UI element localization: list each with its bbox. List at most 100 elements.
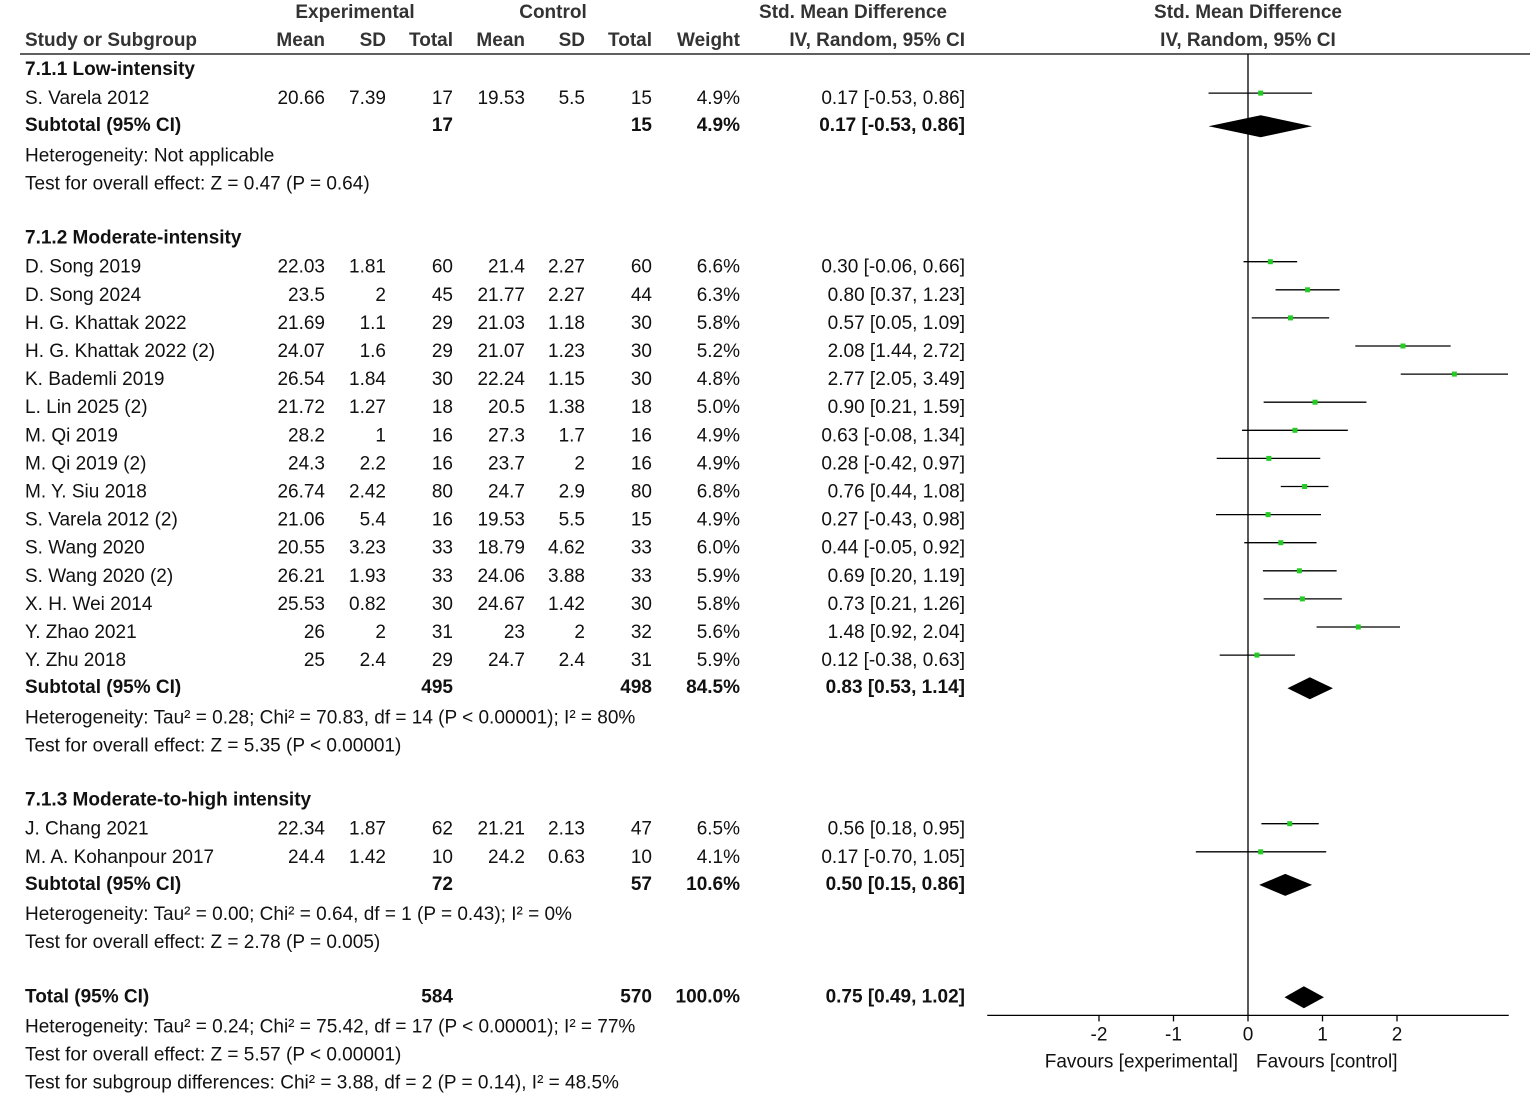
effect-label: 0.76 [0.44, 1.08]: [828, 482, 965, 503]
study-cell: 62: [432, 819, 453, 840]
study-cell: 4.9%: [697, 88, 740, 109]
study-cell: 1.6: [360, 341, 386, 362]
summary-cell: 570: [620, 986, 652, 1007]
study-cell: 19.53: [477, 510, 525, 531]
x-tick-label: -1: [1165, 1024, 1182, 1045]
study-cell: 1.87: [349, 819, 386, 840]
study-cell: 1.93: [349, 566, 386, 587]
study-cell: 30: [631, 313, 652, 334]
point-estimate: [1292, 427, 1298, 433]
study-cell: X. H. Wei 2014: [25, 594, 153, 615]
study-cell: 2: [574, 453, 585, 474]
study-cell: 21.07: [477, 341, 525, 362]
study-cell: 2: [574, 622, 585, 643]
study-cell: 3.23: [349, 538, 386, 559]
plot-header: IV, Random, 95% CI: [1160, 30, 1336, 51]
summary-cell: 72: [432, 874, 453, 895]
point-estimate: [1265, 512, 1271, 518]
column-header: Total: [409, 30, 453, 51]
effect-label: 2.77 [2.05, 3.49]: [828, 369, 965, 390]
study-cell: S. Varela 2012 (2): [25, 510, 178, 531]
summary-cell: 4.9%: [697, 115, 740, 136]
study-cell: 6.3%: [697, 285, 740, 306]
study-cell: Y. Zhao 2021: [25, 622, 137, 643]
study-cell: 24.07: [277, 341, 325, 362]
study-cell: 21.77: [477, 285, 525, 306]
column-header: SD: [360, 30, 386, 51]
study-cell: 5.2%: [697, 341, 740, 362]
point-estimate: [1305, 287, 1311, 293]
study-cell: 24.7: [488, 482, 525, 503]
study-cell: M. Qi 2019 (2): [25, 453, 146, 474]
study-cell: 29: [432, 650, 453, 671]
study-cell: 21.69: [277, 313, 325, 334]
point-estimate: [1254, 652, 1260, 658]
study-cell: 1.42: [349, 847, 386, 868]
summary-cell: 15: [631, 115, 653, 136]
note: Heterogeneity: Tau² = 0.24; Chi² = 75.42…: [25, 1016, 635, 1037]
study-cell: 2: [375, 622, 386, 643]
effect-label: 1.48 [0.92, 2.04]: [828, 622, 965, 643]
summary-cell: 57: [631, 874, 652, 895]
study-cell: 3.88: [548, 566, 585, 587]
x-tick-label: 2: [1392, 1024, 1403, 1045]
study-cell: 2.2: [360, 453, 386, 474]
study-cell: 2.27: [548, 285, 585, 306]
study-cell: 5.6%: [697, 622, 740, 643]
column-header: Mean: [476, 30, 525, 51]
study-cell: 26.74: [277, 482, 325, 503]
study-cell: 1.27: [349, 397, 386, 418]
favours-label: Favours [control]: [1256, 1051, 1398, 1072]
study-cell: D. Song 2019: [25, 257, 141, 278]
study-cell: 30: [432, 369, 453, 390]
study-cell: 1.38: [548, 397, 585, 418]
study-cell: 1.7: [559, 425, 585, 446]
study-cell: 6.5%: [697, 819, 740, 840]
study-cell: 5.0%: [697, 397, 740, 418]
study-cell: 21.06: [277, 510, 325, 531]
study-cell: 17: [432, 88, 453, 109]
study-cell: 22.34: [277, 819, 325, 840]
study-cell: 21.4: [488, 257, 525, 278]
note: Test for overall effect: Z = 0.47 (P = 0…: [25, 173, 370, 194]
study-cell: S. Varela 2012: [25, 88, 149, 109]
study-cell: 60: [631, 257, 652, 278]
effect-label: 0.28 [-0.42, 0.97]: [821, 453, 965, 474]
plot-header: Std. Mean Difference: [1154, 2, 1342, 23]
study-cell: 5.4: [360, 510, 387, 531]
study-cell: 7.39: [349, 88, 386, 109]
study-cell: 1.84: [349, 369, 386, 390]
study-cell: 21.72: [277, 397, 325, 418]
summary-cell: Total (95% CI): [25, 986, 149, 1007]
point-estimate: [1267, 259, 1273, 265]
study-cell: 30: [631, 341, 652, 362]
study-cell: 16: [631, 425, 652, 446]
point-estimate: [1299, 596, 1305, 602]
effect-label: 0.83 [0.53, 1.14]: [826, 677, 965, 698]
study-cell: 44: [631, 285, 653, 306]
point-estimate: [1355, 624, 1361, 630]
study-cell: 19.53: [477, 88, 525, 109]
study-cell: 16: [432, 425, 453, 446]
header-top: Control: [519, 2, 587, 23]
study-cell: 1.1: [360, 313, 386, 334]
effect-label: 0.73 [0.21, 1.26]: [828, 594, 965, 615]
study-cell: S. Wang 2020: [25, 538, 145, 559]
diamond: [1287, 677, 1333, 700]
effect-label: 0.75 [0.49, 1.02]: [826, 986, 965, 1007]
summary-cell: Subtotal (95% CI): [25, 677, 181, 698]
study-cell: 24.4: [288, 847, 325, 868]
study-cell: 2.13: [548, 819, 585, 840]
effect-label: 0.12 [-0.38, 0.63]: [821, 650, 965, 671]
effect-label: 0.30 [-0.06, 0.66]: [821, 257, 965, 278]
study-cell: 18: [432, 397, 453, 418]
study-cell: 24.2: [488, 847, 525, 868]
column-header: Mean: [276, 30, 325, 51]
effect-label: 0.80 [0.37, 1.23]: [828, 285, 965, 306]
column-header: IV, Random, 95% CI: [789, 30, 965, 51]
study-cell: 33: [432, 566, 453, 587]
effect-label: 0.69 [0.20, 1.19]: [828, 566, 965, 587]
point-estimate: [1296, 568, 1302, 574]
